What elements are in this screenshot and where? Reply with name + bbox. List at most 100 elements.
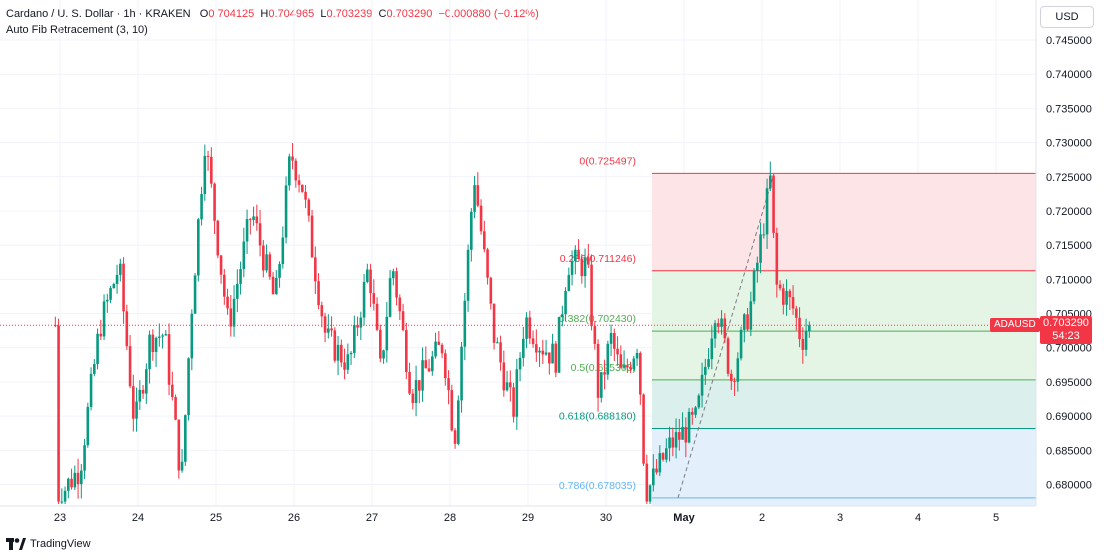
candle-body xyxy=(460,346,463,401)
candle-body xyxy=(788,290,792,298)
candle-body xyxy=(193,275,197,314)
fib-level-label: 0(0.725497) xyxy=(579,155,636,167)
symbol-price-tag: ADAUSD xyxy=(990,318,1040,332)
open-label: O xyxy=(199,8,209,20)
time-tick-label: 2 xyxy=(759,512,765,524)
candle-body xyxy=(86,406,90,446)
candle-body xyxy=(577,249,580,260)
candle-body xyxy=(661,453,665,460)
candle-body xyxy=(54,325,57,327)
candle-body xyxy=(730,373,733,381)
price-tick-label: 0.730000 xyxy=(1046,138,1092,150)
time-tick-label: 25 xyxy=(210,512,222,524)
candle-body xyxy=(119,263,122,275)
price-tick-label: 0.690000 xyxy=(1046,411,1092,423)
candle-body xyxy=(635,352,639,359)
candle-body xyxy=(648,485,652,502)
candle-body xyxy=(538,350,541,353)
candle-body xyxy=(652,468,655,486)
candle-body xyxy=(304,191,307,200)
time-tick-label: 30 xyxy=(600,512,612,524)
candle-body xyxy=(479,205,483,232)
candle-body xyxy=(93,364,96,374)
candle-body xyxy=(353,324,356,353)
candle-body xyxy=(739,329,743,359)
candle-body xyxy=(762,234,766,236)
candle-body xyxy=(333,330,337,361)
candle-body xyxy=(453,430,457,444)
price-tick-label: 0.740000 xyxy=(1046,69,1092,81)
candle-body xyxy=(284,185,288,238)
candle-body xyxy=(736,358,740,382)
candle-body xyxy=(606,343,610,375)
candle-body xyxy=(216,220,220,256)
candle-body xyxy=(336,344,340,361)
currency-button[interactable]: USD xyxy=(1040,6,1094,28)
candle-body xyxy=(375,303,379,330)
candle-body xyxy=(691,411,694,415)
candle-body xyxy=(587,257,590,265)
candle-body xyxy=(593,326,597,344)
time-tick-label: 28 xyxy=(444,512,456,524)
candle-body xyxy=(726,338,730,374)
price-tick-label: 0.720000 xyxy=(1046,206,1092,218)
candle-body xyxy=(249,219,252,221)
candle-body xyxy=(148,334,151,370)
fib-zone xyxy=(652,428,1036,506)
candle-body xyxy=(775,232,779,285)
candle-body xyxy=(697,395,701,408)
candle-body xyxy=(492,303,496,343)
candle-body xyxy=(486,249,489,278)
candle-body xyxy=(213,183,216,221)
indicator-legend[interactable]: Auto Fib Retracement (3, 10) xyxy=(6,24,148,36)
candle-body xyxy=(297,180,301,185)
candle-body xyxy=(629,367,632,370)
high-label: H xyxy=(260,8,269,20)
candle-body xyxy=(288,156,291,186)
candle-body xyxy=(278,264,281,278)
candle-body xyxy=(470,211,473,250)
candle-body xyxy=(128,346,132,387)
candle-body xyxy=(707,359,710,367)
candle-body xyxy=(135,401,138,419)
candle-body xyxy=(187,358,190,416)
candle-body xyxy=(330,328,333,331)
candle-body xyxy=(499,342,502,363)
candle-body xyxy=(102,301,106,337)
candle-body xyxy=(366,269,369,282)
price-tick-label: 0.725000 xyxy=(1046,172,1092,184)
candle-body xyxy=(239,269,242,284)
candle-body xyxy=(791,297,795,309)
candle-body xyxy=(206,155,210,157)
candle-body xyxy=(457,400,460,444)
candle-body xyxy=(476,185,480,206)
candle-body xyxy=(63,490,67,502)
candle-body xyxy=(772,175,775,233)
candle-body xyxy=(700,374,704,396)
candle-body xyxy=(626,365,629,368)
candle-body xyxy=(115,274,119,285)
candle-body xyxy=(765,188,769,235)
last-price-value: 0.703290 xyxy=(1043,317,1089,329)
candle-body xyxy=(694,407,697,415)
candle-body xyxy=(759,234,762,263)
candle-body xyxy=(356,324,359,328)
candle-body xyxy=(632,358,636,370)
candle-body xyxy=(83,445,86,471)
tradingview-logo[interactable]: TradingView xyxy=(6,538,91,550)
candle-body xyxy=(752,270,756,302)
candle-body xyxy=(141,389,145,394)
candle-body xyxy=(340,344,343,363)
high-value: 0.704965 xyxy=(268,8,315,20)
candle-body xyxy=(489,277,493,304)
candle-body xyxy=(778,284,782,289)
candle-body xyxy=(343,362,346,370)
candle-body xyxy=(561,314,564,318)
candle-body xyxy=(99,333,103,337)
bar-countdown: 54:23 xyxy=(1052,330,1080,342)
candle-body xyxy=(392,271,395,279)
candle-body xyxy=(440,344,444,354)
brand-name: TradingView xyxy=(30,538,91,550)
candle-body xyxy=(109,288,112,300)
